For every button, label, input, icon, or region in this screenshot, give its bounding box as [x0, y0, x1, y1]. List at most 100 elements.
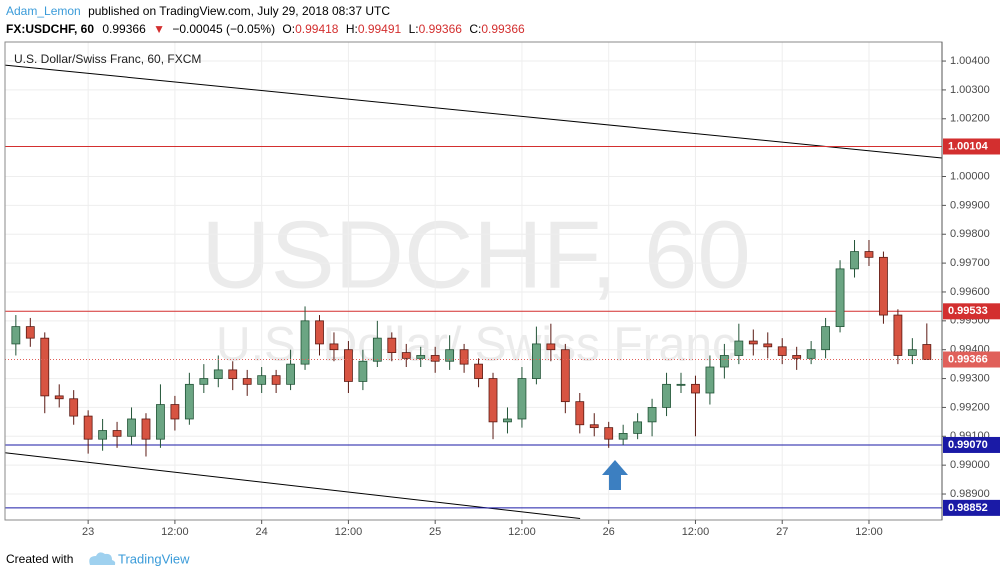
x-tick-label: 27: [776, 526, 788, 538]
candle-body: [156, 404, 165, 440]
candle-body: [633, 421, 643, 434]
candle-body: [430, 355, 440, 362]
candle-body: [835, 268, 845, 328]
y-tick-label: 0.99300: [950, 372, 990, 384]
candle-body: [879, 256, 888, 316]
candle-body: [329, 343, 339, 351]
candle-body: [184, 383, 194, 420]
candle-body: [387, 337, 397, 353]
candle-body: [170, 404, 180, 420]
candle-body: [618, 433, 628, 440]
candle-body: [372, 337, 382, 362]
candle-body: [271, 375, 281, 385]
header-line-1: Adam_Lemon published on TradingView.com,…: [6, 4, 390, 18]
trend-line: [4, 64, 943, 159]
logo[interactable]: [89, 552, 116, 565]
x-tick-label: 12:00: [682, 526, 710, 538]
x-tick-label: 12:00: [508, 526, 536, 538]
candle-body: [546, 343, 556, 351]
candle-body: [112, 430, 122, 437]
candle-body: [300, 320, 310, 365]
y-tick-label: 1.00000: [950, 170, 990, 182]
watermark-symbol: USDCHF, 60: [201, 201, 750, 308]
symbol: FX:USDCHF, 60: [6, 22, 94, 36]
candle-body: [228, 369, 238, 379]
candle-body: [777, 346, 787, 356]
price-label-box: [943, 138, 1000, 155]
candle-body: [40, 337, 50, 397]
candle-body: [575, 401, 585, 426]
open-value: 0.99418: [295, 22, 339, 36]
candle-body: [474, 363, 483, 379]
candle-body: [864, 251, 874, 258]
open-label: O:: [282, 22, 295, 36]
y-tick-label: 1.00300: [950, 84, 990, 96]
candle-body: [560, 349, 570, 403]
candle-body: [503, 418, 512, 423]
y-ticks: 1.00400 1.00300 1.00200 1.00000 0.99900 0.998…: [942, 55, 990, 500]
x-tick-label: 12:00: [335, 526, 363, 538]
x-tick-label: 24: [256, 526, 268, 538]
candle-body: [286, 363, 295, 385]
candle-body: [719, 355, 729, 368]
candle-body: [676, 383, 686, 386]
y-tick-label: 0.99700: [950, 257, 990, 269]
candle-body: [25, 326, 35, 339]
last-price-label: 0.99366: [948, 353, 988, 365]
candle-body: [705, 366, 715, 394]
candle-body: [893, 314, 903, 356]
candle-body: [691, 383, 700, 394]
candle-body: [748, 340, 758, 345]
candle-body: [257, 375, 267, 385]
y-tick-label: 0.99600: [950, 286, 990, 298]
candle-body: [199, 378, 209, 385]
x-tick-label: 23: [82, 526, 94, 538]
candle-body: [604, 427, 614, 440]
price-label: 0.99533: [948, 305, 988, 317]
published: published on TradingView.com, July 29, 2…: [88, 4, 390, 18]
price-label-box: [943, 303, 1000, 320]
high-value: 0.99491: [358, 22, 402, 36]
candle-body: [922, 344, 932, 360]
header-line-2: FX:USDCHF, 60 0.99366 ▼ −0.00045 (−0.05%…: [6, 22, 525, 36]
direction: ▼: [153, 22, 165, 36]
candle-body: [792, 355, 802, 359]
candle-body: [242, 378, 252, 385]
candle-body: [734, 340, 744, 356]
candle-body: [416, 355, 426, 359]
arrow-annotation: [602, 460, 628, 490]
x-tick-label: 12:00: [855, 526, 883, 538]
candle-body: [821, 326, 830, 351]
candle-body: [589, 424, 599, 429]
footer-brand[interactable]: TradingView: [118, 551, 190, 566]
close-label: C:: [469, 22, 481, 36]
close-value: 0.99366: [481, 22, 525, 36]
last-price: 0.99366: [102, 22, 146, 36]
watermark: USDCHF, 60 U.S. Dollar/ Swiss Franc: [201, 201, 750, 371]
candle-body: [54, 395, 64, 400]
candle-body: [358, 360, 368, 382]
candle-body: [315, 320, 324, 345]
author[interactable]: Adam_Lemon: [6, 4, 81, 18]
footer-created: Created with: [6, 552, 73, 566]
candle-body: [127, 418, 136, 437]
candle-body: [488, 378, 498, 423]
candle-body: [806, 349, 816, 359]
last-price-box: [943, 351, 1000, 368]
candle-body: [445, 349, 455, 362]
candle-body: [83, 415, 93, 440]
candle-body: [517, 378, 527, 420]
candle-body: [850, 251, 859, 270]
y-tick-label: 1.00200: [950, 113, 990, 125]
candle-body: [662, 383, 671, 408]
y-tick-label: 0.99000: [950, 459, 990, 471]
y-tick-label: 0.99200: [950, 401, 990, 413]
x-tick-label: 12:00: [161, 526, 189, 538]
price-label-box: [943, 436, 1000, 453]
candle-body: [69, 398, 79, 417]
high-label: H:: [346, 22, 358, 36]
candle-body: [647, 407, 657, 423]
candle-body: [98, 430, 108, 440]
candle-body: [11, 326, 21, 345]
